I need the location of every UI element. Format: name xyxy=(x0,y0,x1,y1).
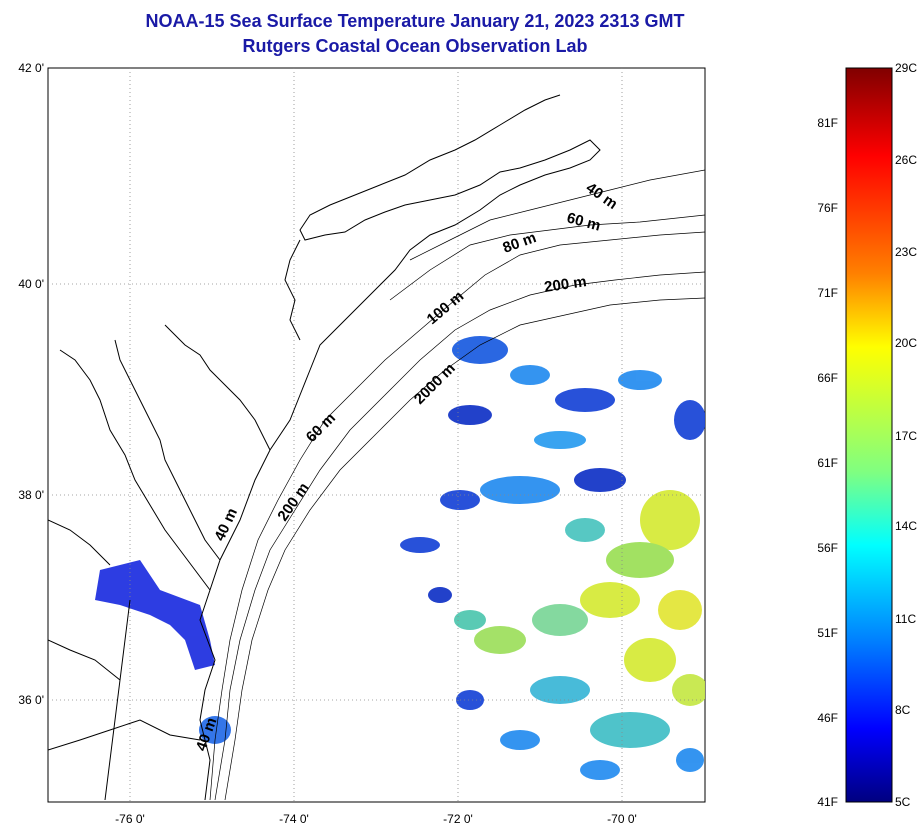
colorbar xyxy=(845,67,893,803)
celsius-label: 11C xyxy=(895,612,916,626)
celsius-label: 26C xyxy=(895,153,917,167)
lat-label: 40 0' xyxy=(18,277,44,291)
celsius-label: 20C xyxy=(895,336,917,350)
celsius-label: 17C xyxy=(895,429,917,443)
fahrenheit-label: 56F xyxy=(817,541,838,555)
isobath-label: 200 m xyxy=(543,273,587,296)
lon-label: -76 0' xyxy=(115,812,145,826)
map-subtitle: Rutgers Coastal Ocean Observation Lab xyxy=(242,36,588,56)
fahrenheit-label: 51F xyxy=(817,626,838,640)
gridlines xyxy=(48,68,705,802)
coastline xyxy=(48,94,601,801)
fahrenheit-label: 66F xyxy=(817,371,838,385)
lon-label: -70 0' xyxy=(607,812,637,826)
fahrenheit-label: 61F xyxy=(817,456,838,470)
fahrenheit-label: 46F xyxy=(817,711,838,725)
longitude-labels: -76 0' -74 0' -72 0' -70 0' xyxy=(115,812,637,826)
lat-label: 42 0' xyxy=(18,61,44,75)
lon-label: -72 0' xyxy=(443,812,473,826)
fahrenheit-label: 41F xyxy=(817,795,838,809)
latitude-labels: 42 0' 40 0' 38 0' 36 0' xyxy=(18,61,44,707)
celsius-label: 14C xyxy=(895,519,917,533)
map-frame xyxy=(47,67,706,803)
celsius-label: 23C xyxy=(895,245,917,259)
sst-data-layer xyxy=(95,336,705,780)
celsius-label: 8C xyxy=(895,703,911,717)
isobaths xyxy=(209,169,705,801)
colorbar-fahrenheit-labels: 81F 76F 71F 66F 61F 56F 51F 46F 41F xyxy=(817,116,838,809)
fahrenheit-label: 71F xyxy=(817,286,838,300)
fahrenheit-label: 76F xyxy=(817,201,838,215)
map-title: NOAA-15 Sea Surface Temperature January … xyxy=(145,11,685,31)
colorbar-celsius-labels: 29C 26C 23C 20C 17C 14C 11C 8C 5C xyxy=(895,61,917,809)
lon-label: -74 0' xyxy=(279,812,309,826)
celsius-label: 29C xyxy=(895,61,917,75)
celsius-label: 5C xyxy=(895,795,911,809)
lat-label: 38 0' xyxy=(18,488,44,502)
fahrenheit-label: 81F xyxy=(817,116,838,130)
lat-label: 36 0' xyxy=(18,693,44,707)
